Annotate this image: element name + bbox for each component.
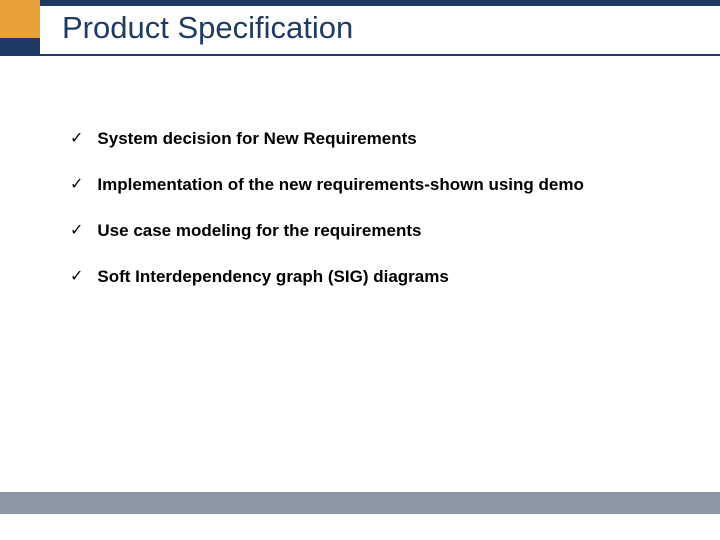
title-underline [40, 54, 720, 56]
list-item-label: Implementation of the new requirements-s… [97, 174, 583, 196]
slide: Product Specification ✓ System decision … [0, 0, 720, 540]
footer-bar [0, 492, 720, 514]
corner-accent-box [0, 0, 40, 38]
list-item: ✓ Use case modeling for the requirements [70, 220, 680, 242]
list-item-label: System decision for New Requirements [97, 128, 416, 150]
list-item: ✓ Implementation of the new requirements… [70, 174, 680, 196]
check-icon: ✓ [70, 220, 83, 242]
list-item-label: Use case modeling for the requirements [97, 220, 421, 242]
check-icon: ✓ [70, 266, 83, 288]
slide-title: Product Specification [62, 10, 353, 46]
check-icon: ✓ [70, 128, 83, 150]
list-item: ✓ System decision for New Requirements [70, 128, 680, 150]
list-item: ✓ Soft Interdependency graph (SIG) diagr… [70, 266, 680, 288]
list-item-label: Soft Interdependency graph (SIG) diagram… [97, 266, 448, 288]
bullet-list: ✓ System decision for New Requirements ✓… [70, 128, 680, 312]
check-icon: ✓ [70, 174, 83, 196]
